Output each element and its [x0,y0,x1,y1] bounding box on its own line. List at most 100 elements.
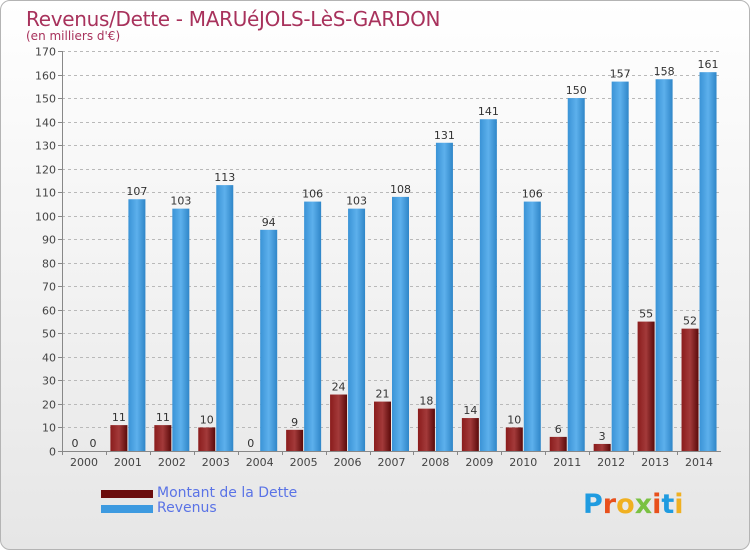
data-label-dette: 18 [419,395,433,408]
x-tick-label: 2004 [246,456,274,469]
data-label-dette: 6 [555,423,562,436]
bar-revenus-2004 [260,229,278,451]
bar-revenus-2010 [523,201,541,451]
x-tick-label: 2009 [465,456,493,469]
data-label-revenus: 0 [89,437,96,450]
y-tick-label: 120 [35,164,56,177]
data-label-dette: 21 [376,388,390,401]
legend-swatch-revenus [101,505,153,513]
bar-revenus-2008 [435,142,453,451]
data-label-dette: 0 [71,437,78,450]
legend-label-revenus: Revenus [157,500,217,516]
x-tick-label: 2001 [114,456,142,469]
x-tick-label: 2002 [158,456,186,469]
y-tick-label: 70 [42,281,56,294]
x-tick-label: 2000 [70,456,98,469]
data-label-revenus: 158 [654,65,675,78]
bar-revenus-2007 [392,196,409,451]
y-tick-label: 10 [42,422,56,435]
bar-revenus-2011 [567,98,585,451]
bar-dette-2008 [417,408,435,451]
data-label-revenus: 103 [170,195,191,208]
data-label-dette: 11 [156,411,170,424]
x-tick-label: 2007 [378,456,406,469]
y-tick-label: 130 [35,140,56,153]
y-tick-label: 80 [42,258,56,271]
logo-letter: r [602,489,617,520]
y-tick-label: 60 [42,305,56,318]
bar-revenus-2006 [348,208,366,451]
y-tick-label: 50 [42,328,56,341]
data-label-revenus: 94 [262,216,276,229]
data-label-revenus: 113 [214,171,235,184]
logo-letter: t [661,489,675,520]
bar-dette-2007 [374,401,391,451]
bar-revenus-2012 [611,81,629,452]
x-tick-label: 2003 [202,456,230,469]
legend-label-dette: Montant de la Dette [157,485,298,501]
bar-dette-2013 [637,321,655,451]
x-tick-label: 2013 [641,456,669,469]
data-label-dette: 14 [463,404,477,417]
y-tick-label: 140 [35,117,56,130]
data-label-dette: 0 [247,437,254,450]
bar-revenus-2001 [128,199,146,451]
x-tick-label: 2008 [421,456,449,469]
bar-revenus-2005 [304,201,322,451]
x-tick-label: 2006 [334,456,362,469]
logo-letter: i [674,489,684,520]
data-label-dette: 3 [599,430,606,443]
bar-revenus-2002 [172,208,190,451]
data-label-revenus: 106 [522,188,543,201]
y-tick-label: 100 [35,211,56,224]
y-tick-label: 20 [42,399,56,412]
bar-dette-2009 [461,418,479,451]
data-label-revenus: 131 [434,129,455,142]
chart-subtitle: (en milliers d'€) [26,29,121,43]
data-label-revenus: 150 [566,84,587,97]
legend-swatch-dette [101,490,153,498]
bar-dette-2001 [110,425,128,451]
logo-letter: o [616,489,635,520]
data-label-revenus: 141 [478,105,499,118]
y-tick-label: 160 [35,70,56,83]
logo-letter: i [652,489,662,520]
y-tick-label: 30 [42,375,56,388]
x-tick-label: 2010 [509,456,537,469]
data-label-dette: 55 [639,308,653,321]
bar-dette-2014 [681,328,699,451]
logo-letter: x [634,489,653,520]
data-label-revenus: 161 [698,58,719,71]
data-label-dette: 10 [200,413,214,426]
data-label-revenus: 157 [610,68,631,81]
y-tick-label: 110 [35,187,56,200]
x-tick-label: 2011 [553,456,581,469]
data-label-dette: 10 [507,413,521,426]
bar-dette-2003 [198,427,216,451]
bar-dette-2011 [549,436,567,451]
data-label-dette: 24 [332,381,346,394]
bar-dette-2006 [330,394,348,451]
bar-revenus-2003 [216,185,234,451]
y-tick-label: 170 [35,46,56,59]
y-tick-label: 150 [35,93,56,106]
data-label-dette: 11 [112,411,126,424]
data-label-revenus: 103 [346,195,367,208]
data-label-revenus: 107 [126,185,147,198]
bar-revenus-2014 [699,72,717,452]
data-label-dette: 9 [291,416,298,429]
bar-dette-2002 [154,425,172,451]
bar-dette-2005 [286,429,304,451]
proxiti-logo: Proxiti [583,489,684,520]
x-tick-label: 2014 [685,456,713,469]
data-label-dette: 52 [683,315,697,328]
x-tick-label: 2005 [290,456,318,469]
y-tick-label: 90 [42,234,56,247]
data-label-revenus: 106 [302,188,323,201]
y-tick-label: 0 [49,446,56,459]
data-label-revenus: 108 [390,183,411,196]
x-tick-label: 2012 [597,456,625,469]
y-tick-label: 40 [42,352,56,365]
